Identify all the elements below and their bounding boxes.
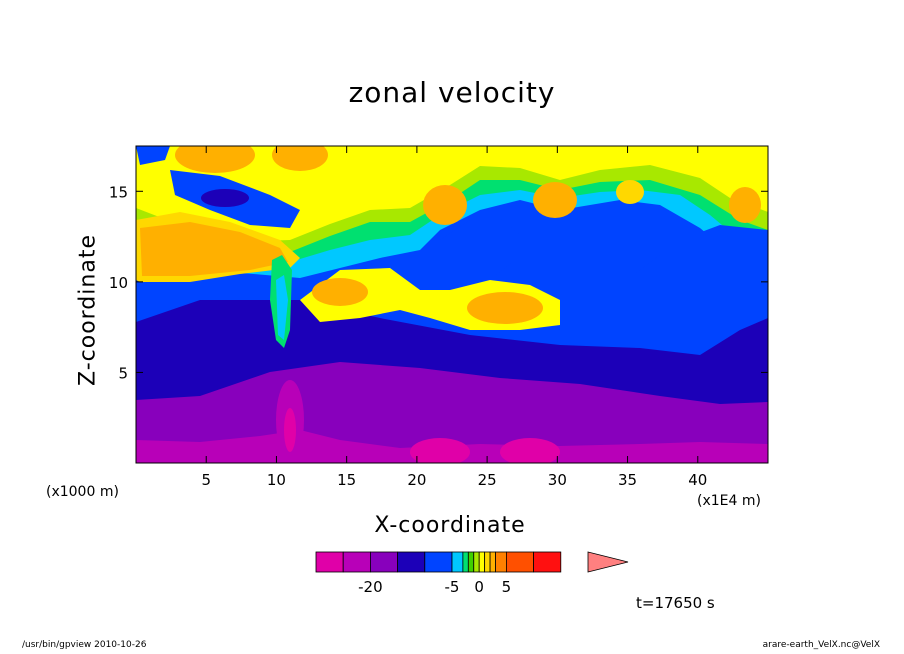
- x-tick-label: 30: [548, 471, 567, 489]
- colorbar-box: [467, 551, 475, 573]
- axes: 5 10 15 20 25 30 35 40 5 10 15: [109, 146, 768, 489]
- colorbar: -20 -5 0 5: [315, 551, 629, 596]
- colorbar-box: [473, 551, 480, 573]
- x-tick-label: 35: [618, 471, 637, 489]
- x-tick-label: 40: [688, 471, 707, 489]
- colorbar-box: [478, 551, 486, 573]
- x-scale-label: (x1E4 m): [697, 493, 761, 509]
- x-tick-label: 10: [267, 471, 286, 489]
- colorbar-box: [495, 551, 507, 573]
- colorbar-tick-label: -5: [445, 578, 460, 596]
- contour-fill: [136, 146, 768, 463]
- colorbar-box: [315, 551, 344, 573]
- y-axis-label: Z-coordinate: [75, 234, 101, 386]
- colorbar-box: [484, 551, 491, 573]
- x-unit-label: (x1000 m): [46, 484, 119, 500]
- x-axis-label: X-coordinate: [374, 513, 526, 538]
- colorbar-box: [533, 551, 562, 573]
- time-annotation: t=17650 s: [636, 594, 715, 612]
- colorbar-box: [505, 551, 534, 573]
- x-tick-label: 15: [337, 471, 356, 489]
- colorbar-tick-label: -20: [358, 578, 383, 596]
- footer-right: arare-earth_VelX.nc@VelX: [762, 640, 880, 650]
- colorbar-box: [451, 551, 464, 573]
- colorbar-box: [462, 551, 469, 573]
- colorbar-tick-label: 0: [474, 578, 484, 596]
- colorbar-tick-label: 5: [502, 578, 512, 596]
- footer-left: /usr/bin/gpview 2010-10-26: [22, 640, 147, 650]
- x-tick-label: 25: [478, 471, 497, 489]
- colorbar-box: [369, 551, 398, 573]
- x-tick-label: 5: [201, 471, 211, 489]
- chart-title: zonal velocity: [348, 76, 556, 109]
- colorbar-box: [424, 551, 453, 573]
- y-tick-label: 5: [118, 364, 128, 382]
- y-tick-label: 15: [109, 183, 128, 201]
- colorbar-box: [489, 551, 496, 573]
- plot-frame: [135, 145, 769, 464]
- x-tick-label: 20: [407, 471, 426, 489]
- colorbar-box: [342, 551, 371, 573]
- y-tick-label: 10: [109, 274, 128, 292]
- colorbar-extend-arrow: [587, 551, 629, 573]
- colorbar-box: [397, 551, 426, 573]
